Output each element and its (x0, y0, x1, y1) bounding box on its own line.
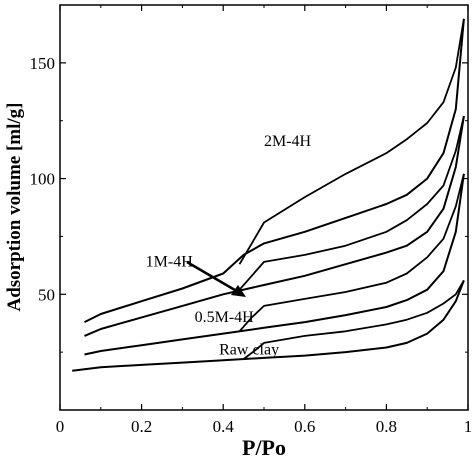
annotation-arrow-1m-4h (186, 260, 241, 295)
desorption-line-2m-4h (238, 18, 465, 265)
series-annotations: 2M-4H 1M-4H 0.5M-4H Raw clay (146, 133, 312, 358)
series-curves (72, 18, 465, 372)
x-tick-label: 0 (56, 417, 65, 436)
series-label: Raw clay (219, 341, 279, 358)
y-tick-label: 100 (30, 170, 56, 189)
x-tick-label: 0.4 (213, 417, 235, 436)
adsorption-line-raw-clay (72, 280, 465, 372)
series-label: 2M-4H (264, 133, 312, 150)
x-tick-label: 0.6 (294, 417, 315, 436)
series-label: 1M-4H (146, 254, 194, 271)
x-axis-title: P/Po (242, 435, 286, 460)
y-tick-label: 150 (30, 54, 56, 73)
y-axis-title: Adsorption volume [ml/g] (4, 103, 25, 312)
desorption-line-0-5m-4h (238, 173, 465, 332)
x-tick-label: 0.8 (376, 417, 397, 436)
desorption-line-1m-4h (238, 115, 465, 291)
x-tick-label: 1 (464, 417, 473, 436)
annotation-arrowhead-1m-4h (231, 285, 246, 297)
adsorption-line-0-5m-4h (84, 173, 465, 356)
adsorption-line-1m-4h (84, 115, 465, 337)
x-tick-label: 0.2 (131, 417, 152, 436)
desorption-line-raw-clay (243, 279, 465, 360)
y-tick-label: 50 (38, 285, 55, 304)
adsorption-line-2m-4h (84, 18, 465, 323)
series-label: 0.5M-4H (195, 309, 255, 326)
